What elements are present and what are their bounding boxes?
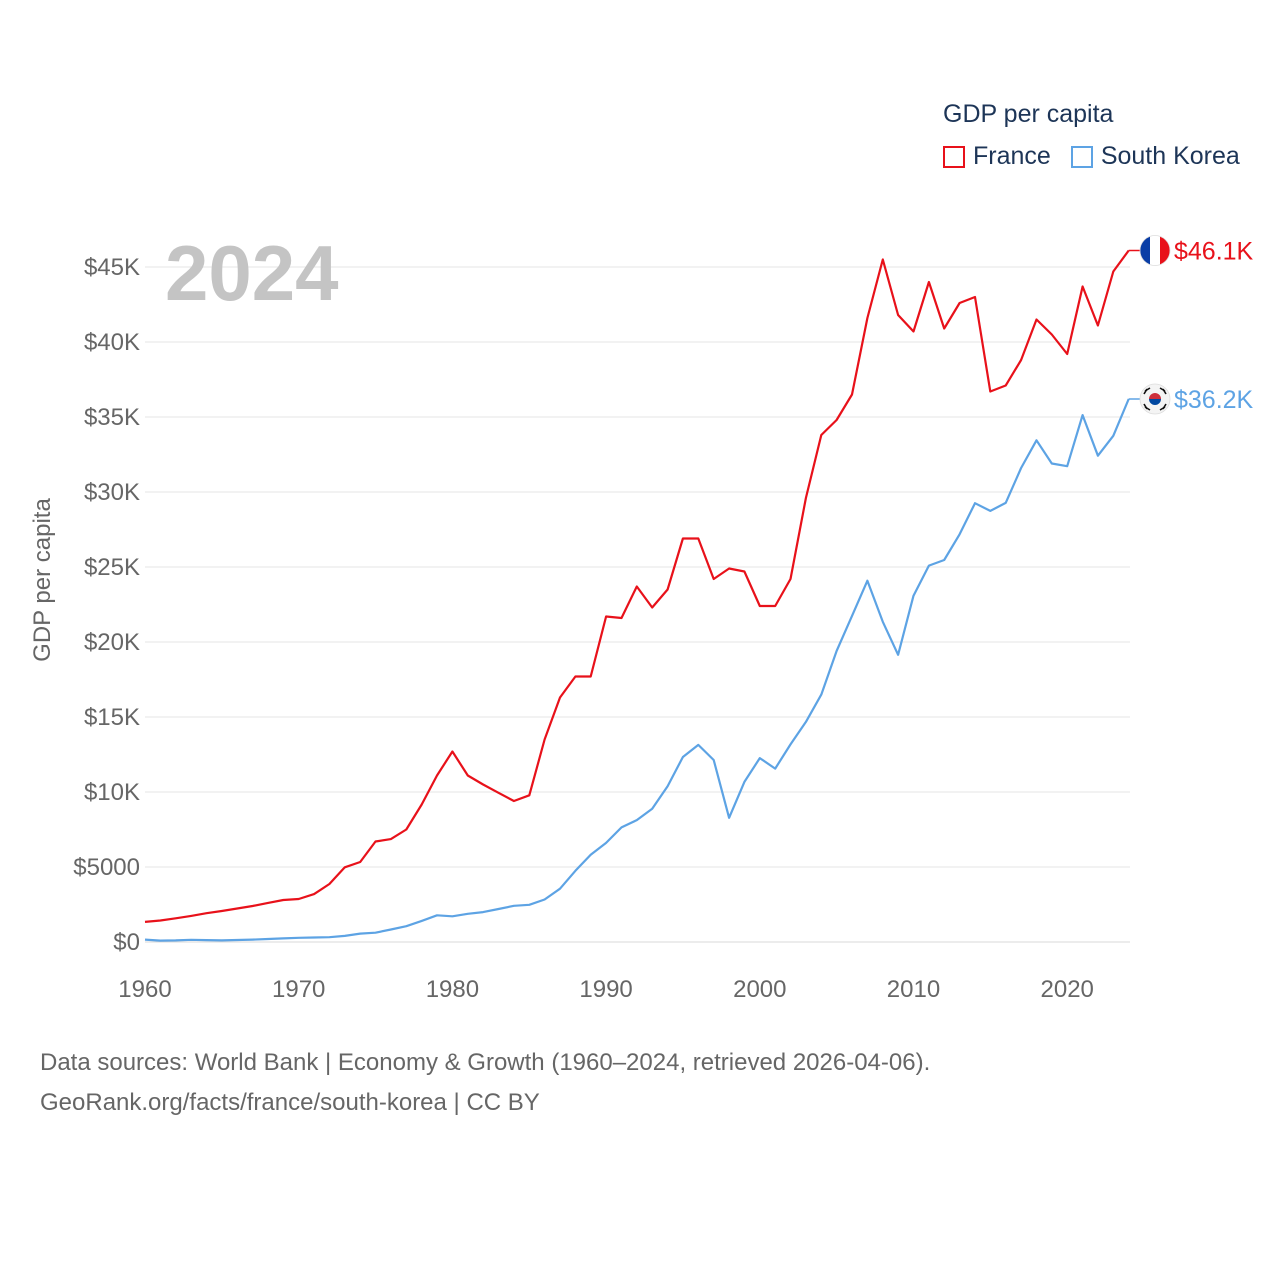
- x-axis-ticks: 1960 1970 1980 1990 2000 2010 2020: [118, 976, 1094, 1003]
- source-note: Data sources: World Bank | Economy & Gro…: [40, 1043, 930, 1123]
- end-value-label: $36.2K: [1174, 386, 1254, 414]
- end-value-label: $46.1K: [1174, 238, 1254, 266]
- y-tick-label: $25K: [84, 554, 140, 581]
- end-labels: $46.1K $36.2K: [1128, 235, 1254, 415]
- source-line-1: Data sources: World Bank | Economy & Gro…: [40, 1049, 931, 1076]
- legend-item-south-korea[interactable]: South Korea: [1070, 142, 1240, 171]
- legend-label-south-korea: South Korea: [1100, 142, 1240, 170]
- south-korea-flag-icon: [1139, 383, 1171, 415]
- year-overlay: 2024: [165, 229, 339, 317]
- x-tick-label: 2010: [887, 976, 940, 1003]
- x-tick-label: 1970: [272, 976, 325, 1003]
- series-line-france: [144, 249, 1130, 923]
- france-flag-icon: [1139, 235, 1171, 266]
- x-tick-label: 1990: [579, 976, 632, 1003]
- source-line-2[interactable]: GeoRank.org/facts/france/south-korea | C…: [40, 1089, 540, 1116]
- x-tick-label: 1960: [118, 976, 171, 1003]
- series-lines: [144, 249, 1130, 942]
- y-axis-label: GDP per capita: [29, 498, 56, 662]
- y-axis-ticks: $0 $5000 $10K $15K $20K $25K $30K $35K $40K $45K: [73, 254, 140, 956]
- y-tick-label: $45K: [84, 254, 140, 281]
- y-tick-label: $30K: [84, 479, 140, 506]
- y-tick-label: $20K: [84, 629, 140, 656]
- x-tick-label: 1980: [426, 976, 479, 1003]
- y-tick-label: $40K: [84, 329, 140, 356]
- legend-item-france[interactable]: France: [943, 142, 1051, 171]
- y-tick-label: $0: [113, 929, 140, 956]
- legend-title: GDP per capita: [943, 100, 1114, 128]
- gridlines: [145, 266, 1130, 943]
- y-tick-label: $10K: [84, 779, 140, 806]
- x-tick-label: 2000: [733, 976, 786, 1003]
- y-tick-label: $15K: [84, 704, 140, 731]
- series-line-south-korea: [144, 398, 1130, 942]
- legend-swatch-south-korea: [1070, 145, 1093, 168]
- y-tick-label: $35K: [84, 404, 140, 431]
- legend-label-france: France: [973, 142, 1051, 170]
- legend: France South Korea: [943, 142, 1260, 171]
- legend-swatch-france: [943, 145, 965, 168]
- x-tick-label: 2020: [1041, 976, 1094, 1003]
- y-tick-label: $5000: [73, 854, 140, 881]
